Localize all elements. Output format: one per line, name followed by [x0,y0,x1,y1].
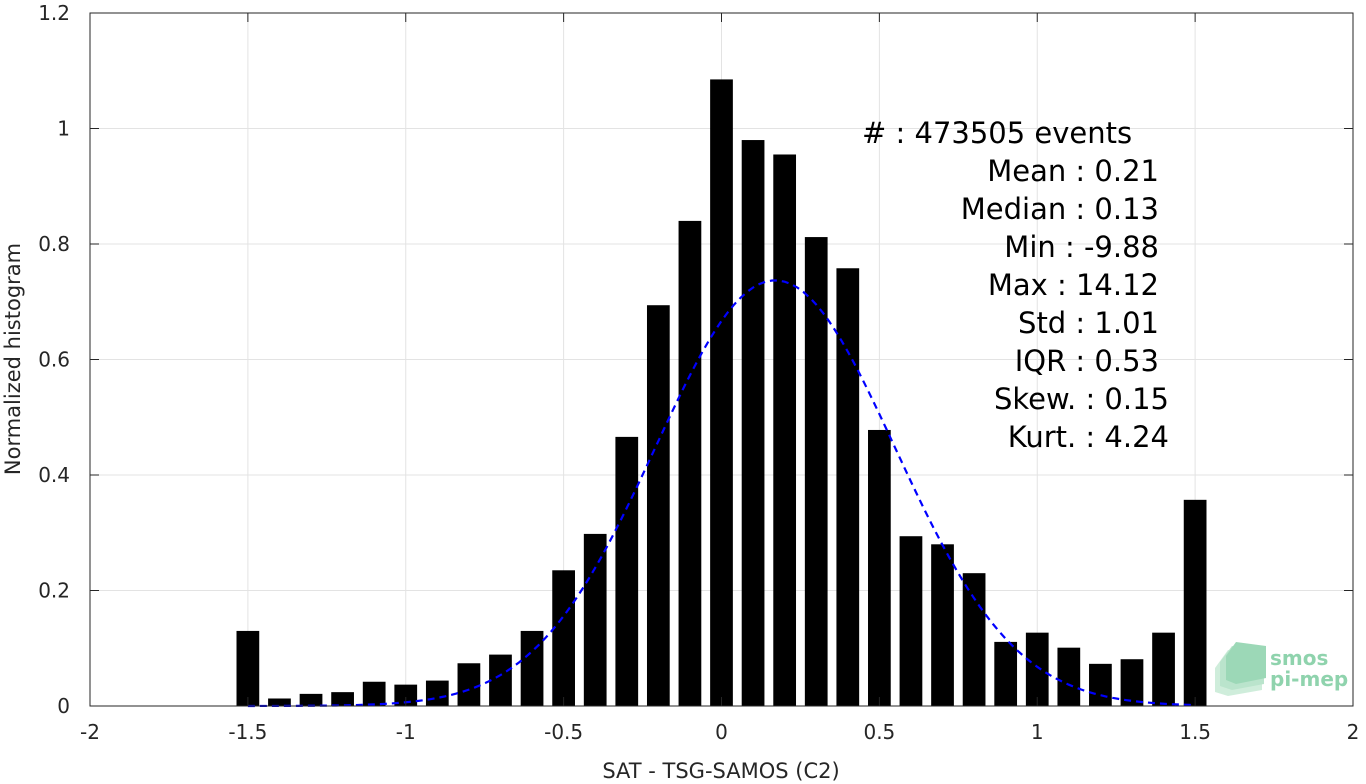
histogram-bar [994,641,1018,706]
histogram-bar [836,268,860,706]
y-tick-labels: 0 0.2 0.4 0.6 0.8 1 1.2 [38,1,70,718]
histogram-bar [1089,663,1112,706]
histogram-bar [1057,647,1081,706]
x-tick-label: -1 [396,720,416,744]
stat-line: Mean : 0.21 [987,154,1159,188]
x-tick-label: 0 [715,720,728,744]
y-tick-label: 0.2 [38,579,70,603]
y-axis-label: Normalized histogram [1,243,25,475]
stat-line: Min : -9.88 [1004,230,1159,264]
histogram-bar [773,154,797,707]
histogram-bar [615,436,639,706]
histogram-bar [678,220,702,706]
histogram-bar [804,237,828,706]
y-tick-label: 0 [57,694,70,718]
histogram-bar [1152,632,1175,706]
stat-line: Kurt. : 4.24 [1008,420,1169,454]
histogram-bar [331,692,354,706]
stat-line: Skew. : 0.15 [994,382,1169,416]
stats-annotation: # : 473505 events Mean : 0.21 Median : 0.1… [862,116,1169,454]
logo-line-1: smos [1270,646,1328,670]
y-tick-label: 1.2 [38,1,70,25]
y-tick-label: 1 [57,117,70,141]
logo-wave-icon [1215,642,1266,696]
histogram-bar [362,681,386,706]
histogram-bar [520,630,544,706]
histogram-bar [583,533,607,706]
y-tick-label: 0.6 [38,348,70,372]
histogram-bar [1120,659,1144,706]
y-tick-label: 0.8 [38,232,70,256]
histogram-bar [646,305,670,706]
x-tick-label: -2 [80,720,100,744]
x-axis-label: SAT - TSG-SAMOS (C2) [602,759,839,783]
x-tick-label: -1.5 [228,720,267,744]
histogram-bar [899,536,923,706]
logo-line-2: pi-mep [1270,667,1348,691]
histogram-bar [457,663,481,706]
histogram-bar [299,693,323,706]
histogram-bar [236,630,260,706]
histogram-bar [962,573,986,706]
x-tick-label: 1.5 [1179,720,1211,744]
histogram-bar [1025,632,1049,706]
histogram-bar [489,654,512,706]
stat-line: IQR : 0.53 [1015,344,1159,378]
histogram-bar [741,140,765,707]
histogram-bar [931,544,954,706]
x-tick-labels: -2 -1.5 -1 -0.5 0 0.5 1 1.5 2 [80,720,1359,744]
stat-line: Max : 14.12 [988,268,1159,302]
x-tick-label: 0.5 [863,720,895,744]
histogram-bar [268,698,291,706]
histogram-bar [868,429,891,706]
histogram-bar [710,79,733,707]
x-tick-label: 2 [1347,720,1360,744]
histogram-bar [1183,499,1207,706]
smos-pi-mep-logo: smos pi-mep [1215,642,1348,696]
histogram-bar [425,680,449,706]
stat-line: # : 473505 events [862,116,1132,150]
stat-line: Median : 0.13 [961,192,1159,226]
x-tick-label: -0.5 [544,720,583,744]
histogram-bars [236,79,1207,707]
y-tick-label: 0.4 [38,463,70,487]
stat-line: Std : 1.01 [1018,306,1159,340]
x-tick-label: 1 [1031,720,1044,744]
histogram-bar [394,684,418,706]
axis-ticks [89,12,1354,707]
histogram-bar [552,570,575,706]
